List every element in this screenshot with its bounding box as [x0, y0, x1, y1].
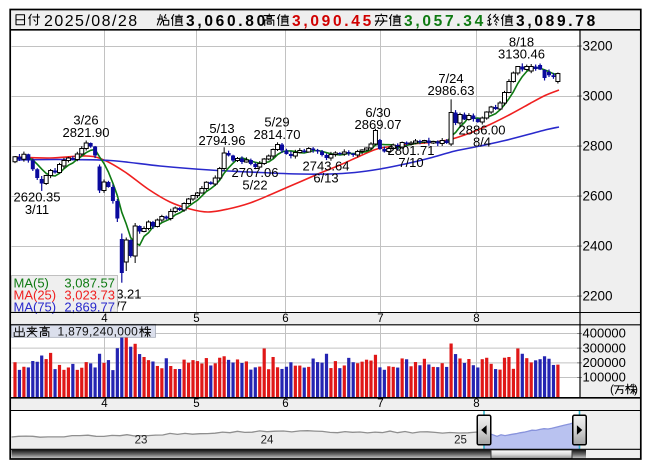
svg-text:2025/08/28: 2025/08/28: [44, 13, 139, 30]
svg-text:2200: 2200: [583, 289, 613, 304]
svg-text:(: (: [610, 382, 614, 396]
svg-text:2800: 2800: [583, 139, 613, 154]
svg-text:7/10: 7/10: [398, 155, 423, 170]
svg-text:8: 8: [473, 313, 479, 325]
svg-text:7/24: 7/24: [438, 71, 463, 86]
svg-text:2886.00: 2886.00: [459, 123, 506, 138]
svg-text:2620.35: 2620.35: [14, 190, 61, 205]
svg-text:2707.06: 2707.06: [232, 165, 279, 180]
svg-text:6/13: 6/13: [313, 171, 338, 186]
svg-text:): ): [634, 382, 638, 396]
svg-text:3,023.73: 3,023.73: [64, 288, 115, 303]
svg-text:MA(5): MA(5): [14, 276, 49, 291]
svg-text:8: 8: [473, 398, 479, 410]
svg-text:2814.70: 2814.70: [254, 127, 301, 142]
svg-text:400000: 400000: [583, 326, 626, 341]
svg-text:5/13: 5/13: [209, 121, 234, 136]
svg-text:2986.63: 2986.63: [428, 83, 475, 98]
svg-text:100000: 100000: [583, 370, 626, 385]
svg-text:8/18: 8/18: [509, 35, 534, 50]
svg-text:2400: 2400: [583, 239, 613, 254]
svg-text:300000: 300000: [583, 340, 626, 355]
svg-text:2743.64: 2743.64: [303, 159, 350, 174]
svg-text:3,057.34: 3,057.34: [404, 13, 486, 30]
svg-text:2821.90: 2821.90: [63, 125, 110, 140]
svg-text:5: 5: [193, 313, 199, 325]
svg-text:4: 4: [101, 313, 108, 325]
svg-text:3,089.78: 3,089.78: [516, 13, 598, 30]
svg-text:4: 4: [101, 398, 108, 410]
svg-text:2,869.77: 2,869.77: [64, 300, 115, 315]
svg-text:3130.46: 3130.46: [498, 47, 545, 62]
svg-text:23: 23: [135, 435, 148, 447]
svg-text:MA(75): MA(75): [14, 300, 57, 315]
svg-text:2600: 2600: [583, 189, 613, 204]
svg-text:6/30: 6/30: [365, 105, 390, 120]
svg-text:7: 7: [377, 313, 383, 325]
svg-text:6: 6: [282, 313, 288, 325]
svg-text:2801.71: 2801.71: [388, 143, 435, 158]
svg-text:3/26: 3/26: [73, 113, 98, 128]
svg-text:6: 6: [282, 398, 288, 410]
svg-text:7: 7: [377, 398, 383, 410]
svg-text:3200: 3200: [583, 39, 613, 54]
svg-text:5/29: 5/29: [264, 115, 289, 130]
svg-text:3/11: 3/11: [25, 202, 49, 217]
svg-text:25: 25: [454, 435, 467, 447]
svg-text:3,087.57: 3,087.57: [64, 276, 115, 291]
svg-text:MA(25): MA(25): [14, 288, 57, 303]
svg-text:24: 24: [261, 435, 274, 447]
svg-text:1,879,240,000: 1,879,240,000: [58, 324, 139, 338]
svg-text:2869.07: 2869.07: [355, 117, 402, 132]
svg-text:3,090.45: 3,090.45: [292, 13, 374, 30]
svg-text:200000: 200000: [583, 355, 626, 370]
svg-text:5/22: 5/22: [242, 177, 267, 192]
svg-text:3,060.80: 3,060.80: [186, 13, 268, 30]
svg-text:5: 5: [193, 398, 199, 410]
svg-text:3000: 3000: [583, 89, 613, 104]
svg-text:8/4: 8/4: [473, 135, 491, 150]
svg-text:2794.96: 2794.96: [199, 133, 246, 148]
